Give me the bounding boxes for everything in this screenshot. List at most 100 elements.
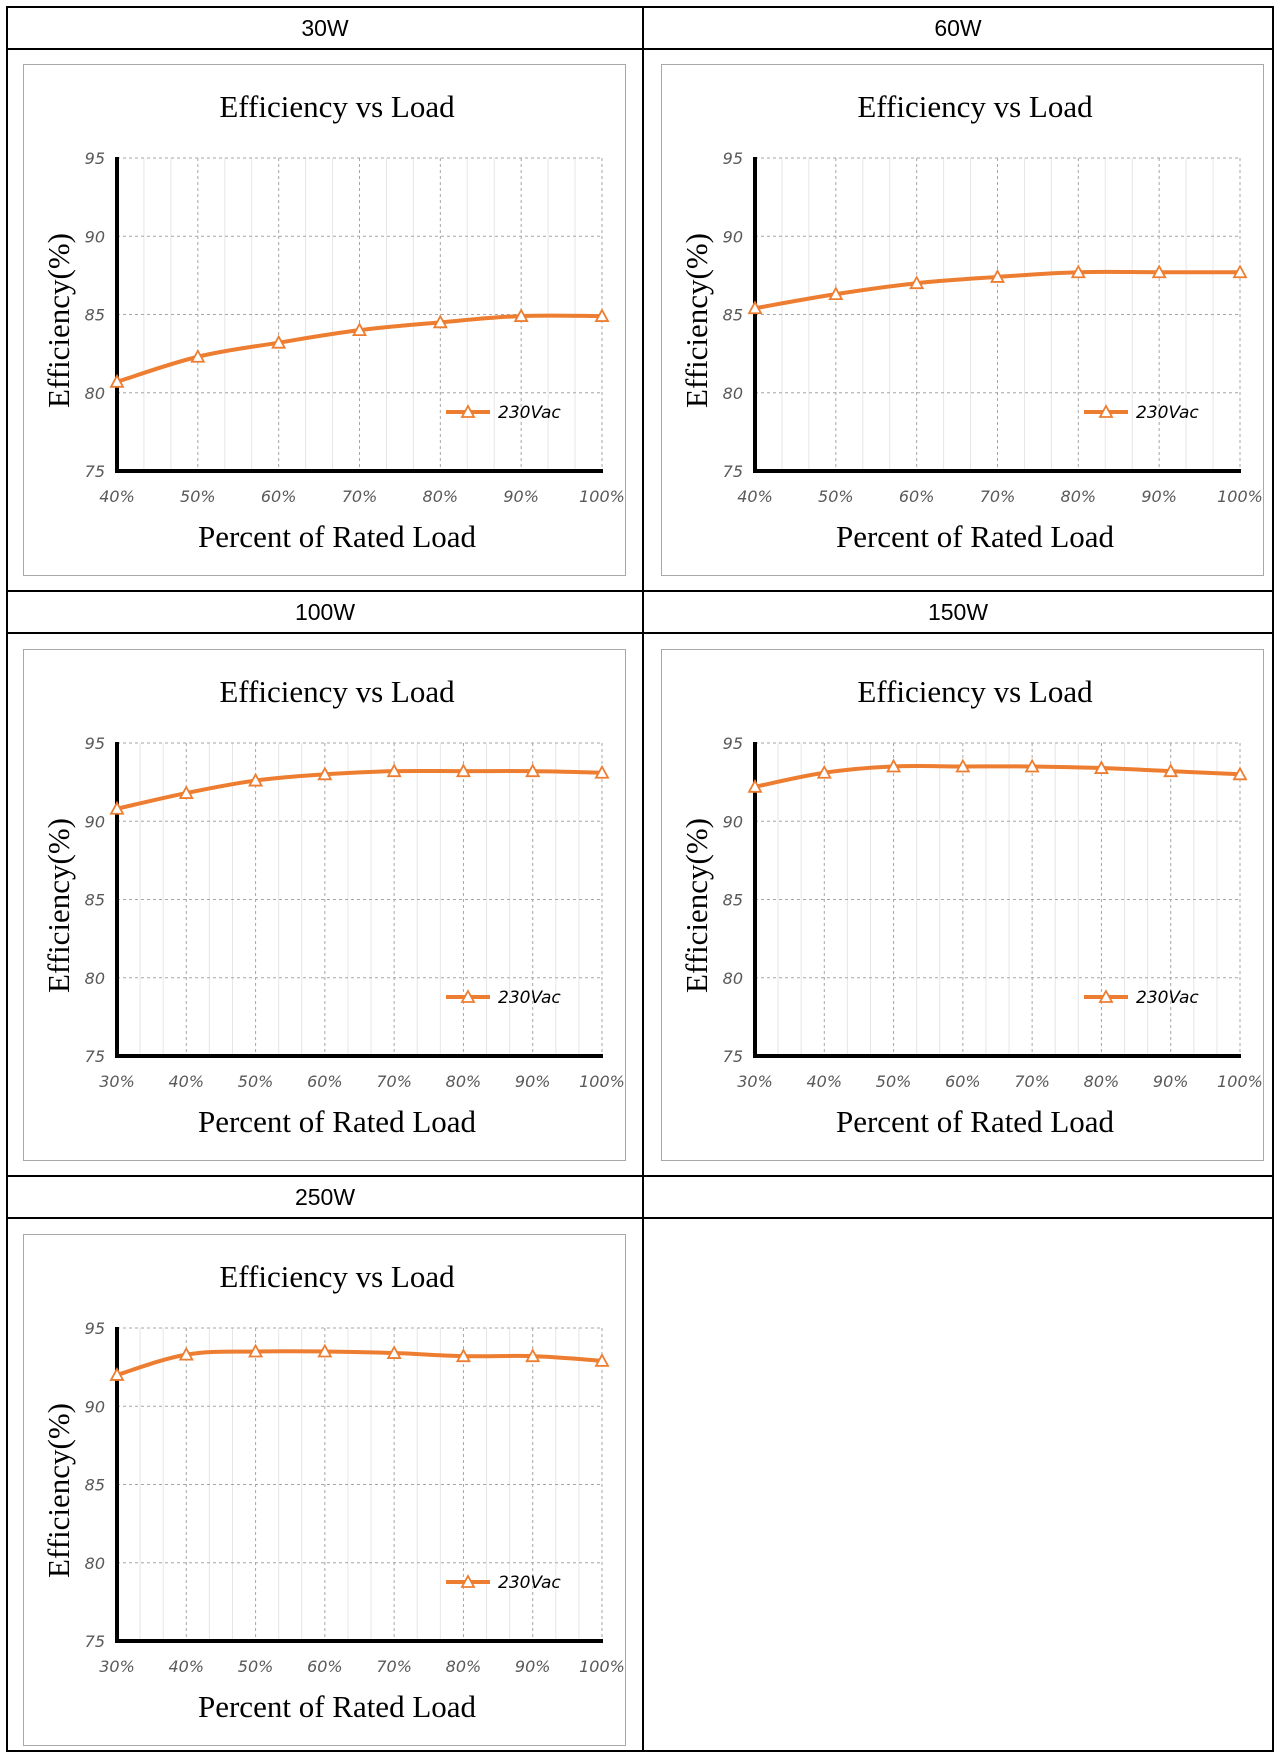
legend-marker: [1098, 404, 1114, 418]
data-point-marker: [594, 764, 610, 779]
x-tick-label: 100%: [1217, 487, 1263, 506]
y-tick-label: 95: [723, 734, 743, 753]
chart-title: Efficiency vs Load: [219, 674, 455, 709]
chart-svg: Efficiency vs Load 75 80 85 90 95 40% 50% 60% 70%…: [679, 89, 1263, 554]
x-tick-label: 80%: [423, 487, 459, 506]
x-axis-title: Percent of Rated Load: [836, 1104, 1115, 1139]
x-axis-title: Percent of Rated Load: [198, 1689, 477, 1724]
data-point-marker: [886, 758, 902, 773]
legend-label: 230Vac: [1136, 403, 1199, 423]
x-tick-label: 40%: [169, 1072, 205, 1091]
x-tick-label: 40%: [737, 487, 773, 506]
data-point-marker: [1024, 758, 1040, 773]
series-line-230vac: [116, 1349, 603, 1377]
table-border-row-2: [6, 1175, 1274, 1177]
x-tick-label: 40%: [169, 1657, 205, 1676]
y-tick-label: 80: [723, 384, 743, 403]
x-tick-label: 50%: [238, 1657, 274, 1676]
data-point-marker: [109, 1367, 125, 1381]
x-tick-label: 30%: [737, 1072, 773, 1091]
y-tick-label: 75: [723, 1047, 743, 1066]
x-tick-label: 30%: [99, 1072, 135, 1091]
data-point-marker: [525, 1348, 541, 1363]
x-tick-label: 90%: [515, 1072, 551, 1091]
legend-marker: [460, 989, 476, 1003]
x-tick-label: 70%: [376, 1072, 412, 1091]
x-tick-label: 100%: [579, 1657, 625, 1676]
legend-marker: [1098, 989, 1114, 1003]
chart-svg: Efficiency vs Load 75 80 85 90 95 30% 40% 50% 60%…: [679, 674, 1263, 1139]
y-tick-label: 80: [85, 384, 105, 403]
legend-label: 230Vac: [498, 988, 561, 1008]
chart-60w: Efficiency vs Load 75 80 85 90 95 40% 50% 60% 70%…: [661, 64, 1264, 576]
x-tick-label: 70%: [376, 1657, 412, 1676]
data-point-marker: [178, 1346, 194, 1361]
chart-title: Efficiency vs Load: [219, 89, 455, 124]
x-axis-title: Percent of Rated Load: [198, 1104, 477, 1139]
chart-100w: Efficiency vs Load 75 80 85 90 95 30% 40% 50% 60%…: [23, 649, 626, 1161]
cell-header-100w: 100W: [294, 599, 356, 625]
data-point-marker: [1232, 264, 1248, 279]
data-point-marker: [513, 308, 529, 322]
y-tick-label: 90: [723, 812, 743, 831]
legend-label: 230Vac: [498, 1573, 561, 1593]
x-tick-label: 80%: [1061, 487, 1097, 506]
table-border-header-2: [6, 632, 1274, 634]
y-tick-label: 95: [85, 734, 105, 753]
chart-title: Efficiency vs Load: [857, 89, 1093, 124]
y-tick-label: 80: [85, 969, 105, 988]
data-point-marker: [455, 763, 471, 778]
x-tick-label: 60%: [307, 1657, 343, 1676]
x-tick-label: 100%: [1217, 1072, 1263, 1091]
x-tick-label: 60%: [261, 487, 297, 506]
data-point-marker: [351, 322, 368, 337]
data-point-marker: [909, 275, 925, 290]
y-tick-label: 90: [723, 227, 743, 246]
x-tick-label: 80%: [1084, 1072, 1120, 1091]
x-axis-title: Percent of Rated Load: [836, 519, 1115, 554]
cell-header-150w: 150W: [927, 599, 989, 625]
data-point-marker: [178, 785, 194, 799]
y-tick-label: 80: [723, 969, 743, 988]
x-axis-title: Percent of Rated Load: [198, 519, 477, 554]
x-tick-label: 60%: [307, 1072, 343, 1091]
legend-marker: [460, 1574, 476, 1588]
y-tick-label: 85: [85, 891, 105, 910]
data-point-marker: [594, 1352, 610, 1367]
y-tick-label: 90: [85, 812, 105, 831]
x-tick-label: 50%: [180, 487, 216, 506]
y-tick-label: 95: [85, 1319, 105, 1338]
x-tick-label: 90%: [503, 487, 539, 506]
y-axis-title: Efficiency(%): [41, 233, 76, 408]
data-point-marker: [109, 800, 125, 815]
series-line-230vac: [116, 768, 603, 811]
x-tick-label: 90%: [515, 1657, 551, 1676]
x-tick-label: 40%: [99, 487, 135, 506]
data-point-marker: [386, 763, 402, 778]
data-point-marker: [190, 348, 206, 363]
data-point-marker: [1070, 264, 1086, 279]
table-border-row-1: [6, 590, 1274, 592]
x-tick-label: 40%: [807, 1072, 843, 1091]
data-point-marker: [248, 772, 264, 787]
data-point-marker: [525, 763, 541, 778]
data-point-marker: [594, 308, 610, 322]
y-tick-label: 90: [85, 1397, 105, 1416]
data-point-marker: [828, 286, 844, 301]
legend-label: 230Vac: [498, 403, 561, 423]
x-tick-label: 80%: [446, 1072, 482, 1091]
y-tick-label: 75: [85, 462, 105, 481]
data-point-marker: [271, 334, 287, 349]
y-tick-label: 85: [85, 306, 105, 325]
data-point-marker: [317, 1343, 333, 1358]
x-tick-label: 50%: [238, 1072, 274, 1091]
y-axis-title: Efficiency(%): [41, 818, 76, 993]
data-point-marker: [317, 766, 333, 781]
x-tick-label: 70%: [342, 487, 378, 506]
y-tick-label: 85: [85, 1476, 105, 1495]
x-tick-label: 60%: [899, 487, 935, 506]
x-tick-label: 70%: [1014, 1072, 1050, 1091]
x-tick-label: 90%: [1153, 1072, 1189, 1091]
chart-150w: Efficiency vs Load 75 80 85 90 95 30% 40% 50% 60%…: [661, 649, 1264, 1161]
data-point-marker: [1093, 760, 1109, 774]
